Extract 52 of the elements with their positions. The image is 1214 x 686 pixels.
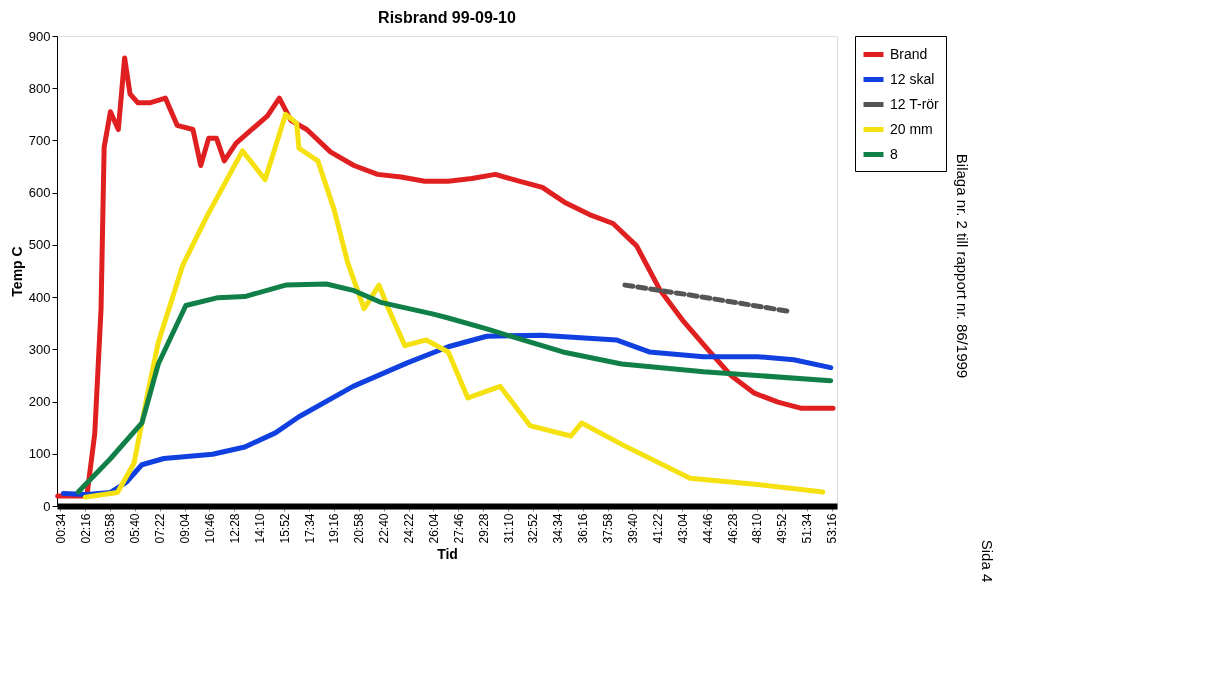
x-tick-label: 17:34 xyxy=(302,513,317,544)
legend-label: 12 T-rör xyxy=(890,95,940,112)
x-tick-label: 29:28 xyxy=(476,513,491,544)
x-tick-label: 12:28 xyxy=(227,513,242,544)
x-tick-label: 34:34 xyxy=(551,513,566,544)
x-tick-label: 22:40 xyxy=(377,513,392,544)
x-tick-label: 14:10 xyxy=(252,513,267,544)
x-tick-label: 02:16 xyxy=(78,513,93,544)
x-tick-label: 39:40 xyxy=(625,513,640,544)
y-tick-label: 500 xyxy=(28,237,51,253)
x-tick-label: 27:46 xyxy=(451,513,466,544)
y-tick-label: 800 xyxy=(28,80,51,96)
legend-label: Brand xyxy=(890,45,928,62)
y-tick-label: 600 xyxy=(28,185,51,201)
x-tick-label: 49:52 xyxy=(775,513,790,544)
x-tick-label: 19:16 xyxy=(327,513,342,544)
x-tick-label: 07:22 xyxy=(153,513,168,544)
x-tick-label: 15:52 xyxy=(277,513,292,544)
x-tick-label: 41:22 xyxy=(650,513,665,544)
y-tick-label: 100 xyxy=(28,446,51,462)
legend-label: 20 mm xyxy=(890,120,933,137)
y-tick-label: 900 xyxy=(28,28,51,44)
x-tick-label: 32:52 xyxy=(526,513,541,544)
x-tick-label: 37:58 xyxy=(601,513,616,544)
x-tick-label: 00:34 xyxy=(53,513,68,544)
chart-title: Risbrand 99-09-10 xyxy=(378,9,517,26)
x-tick-label: 05:40 xyxy=(128,513,143,544)
x-tick-label: 26:04 xyxy=(426,513,441,544)
text: Bilaga nr. 2 till rapport nr. 86/1999 xyxy=(954,153,971,379)
x-tick-label: 31:10 xyxy=(501,513,516,544)
y-axis-title: Temp C xyxy=(8,246,25,297)
x-tick-label: 20:58 xyxy=(352,513,367,544)
x-tick-label: 43:04 xyxy=(675,513,690,544)
x-tick-label: 24:22 xyxy=(402,513,417,544)
x-tick-label: 46:28 xyxy=(725,513,740,544)
x-tick-label: 10:46 xyxy=(202,513,217,544)
x-tick-label: 44:46 xyxy=(700,513,715,544)
x-tick-label: 09:04 xyxy=(178,513,193,544)
x-tick-label: 53:16 xyxy=(825,513,840,544)
y-tick-label: 300 xyxy=(28,341,51,357)
y-tick-label: 0 xyxy=(43,498,51,514)
x-tick-label: 48:10 xyxy=(750,513,765,544)
y-tick-label: 200 xyxy=(28,394,51,410)
y-tick-label: 700 xyxy=(28,132,51,148)
x-tick-label: 03:58 xyxy=(103,513,118,544)
y-tick-label: 400 xyxy=(28,289,51,305)
x-tick-label: 51:34 xyxy=(800,513,815,544)
text: Sida 4 xyxy=(979,539,996,583)
legend-label: 12 skal xyxy=(890,70,935,87)
x-axis-title: Tid xyxy=(437,545,458,562)
legend-label: 8 xyxy=(890,145,898,162)
x-tick-label: 36:16 xyxy=(576,513,591,544)
